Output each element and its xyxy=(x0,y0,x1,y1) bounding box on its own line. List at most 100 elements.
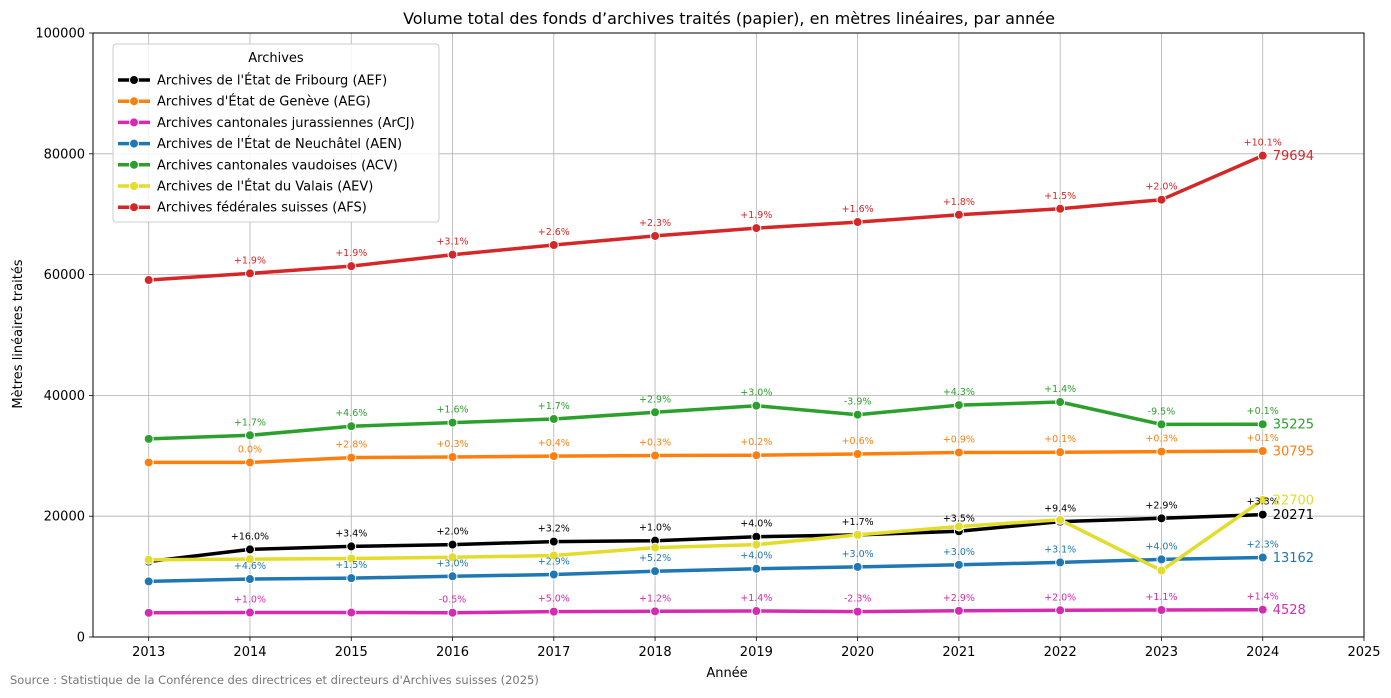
percent-change-label: +4.6% xyxy=(335,408,367,419)
x-tick-label: 2023 xyxy=(1145,645,1178,660)
y-axis-label: Mètres linéaires traités xyxy=(11,259,26,408)
percent-change-label: +10.1% xyxy=(1244,138,1282,149)
percent-change-label: +9.4% xyxy=(1044,504,1076,515)
x-tick-label: 2019 xyxy=(740,645,773,660)
data-point xyxy=(244,607,255,618)
y-tick-label: 0 xyxy=(77,631,85,646)
data-point xyxy=(650,606,661,617)
data-point xyxy=(751,400,762,411)
x-tick-label: 2022 xyxy=(1044,645,1077,660)
data-point xyxy=(346,553,357,564)
legend-item: Archives de l'État du Valais (AEV) xyxy=(118,179,373,195)
percent-change-label: +5.0% xyxy=(538,594,570,605)
end-value-label: 79694 xyxy=(1273,149,1314,164)
data-point xyxy=(346,421,357,432)
data-point xyxy=(650,407,661,418)
percent-change-label: +0.2% xyxy=(740,437,772,448)
percent-change-label: +1.9% xyxy=(335,248,367,259)
data-point xyxy=(953,605,964,616)
data-point xyxy=(751,563,762,574)
data-point xyxy=(751,450,762,461)
percent-change-label: +3.1% xyxy=(436,237,468,248)
data-point xyxy=(447,539,458,550)
series-line-archives-f-d-rales-suisses-afs- xyxy=(146,153,1265,282)
x-tick-label: 2013 xyxy=(132,645,165,660)
series-line-archives-de-l-tat-du-valais-aev- xyxy=(146,498,1265,573)
percent-change-label: +0.6% xyxy=(842,436,874,447)
data-point xyxy=(751,606,762,617)
end-value-label: 22700 xyxy=(1273,493,1314,508)
data-point xyxy=(143,607,154,618)
legend-item: Archives de l'État de Fribourg (AEF) xyxy=(118,73,387,89)
percent-change-label: +0.3% xyxy=(639,437,671,448)
data-point xyxy=(1257,494,1268,505)
percent-change-label: +16.0% xyxy=(231,531,269,542)
percent-change-label: +4.3% xyxy=(943,387,975,398)
percent-change-label: +2.0% xyxy=(1044,592,1076,603)
data-point xyxy=(751,223,762,234)
x-axis-label: Année xyxy=(706,666,747,681)
data-point xyxy=(548,451,559,462)
series-line-archives-d-tat-de-gen-ve-aeg- xyxy=(146,449,1265,465)
series-line-archives-cantonales-jurassiennes-arcj- xyxy=(146,607,1265,615)
data-point xyxy=(953,209,964,220)
legend-swatch-marker xyxy=(129,75,139,85)
legend-label: Archives fédérales suisses (AFS) xyxy=(157,201,367,216)
percent-change-label: +1.9% xyxy=(234,255,266,266)
data-point xyxy=(1156,446,1167,457)
percent-change-label: +1.7% xyxy=(842,517,874,528)
percent-change-label: +2.9% xyxy=(639,394,671,405)
legend-label: Archives de l'État de Neuchâtel (AEN) xyxy=(157,136,402,152)
data-point xyxy=(548,606,559,617)
data-point xyxy=(650,450,661,461)
percent-change-label: +2.9% xyxy=(943,593,975,604)
data-point xyxy=(548,413,559,424)
data-point xyxy=(244,544,255,555)
data-point xyxy=(1156,554,1167,565)
percent-change-label: +3.0% xyxy=(436,558,468,569)
data-point xyxy=(1055,557,1066,568)
percent-change-label: +1.0% xyxy=(639,523,671,534)
data-point xyxy=(953,447,964,458)
data-point xyxy=(548,569,559,580)
data-point xyxy=(1055,397,1066,408)
data-point xyxy=(852,561,863,572)
data-point xyxy=(143,554,154,565)
percent-change-label: +3.3% xyxy=(1247,497,1279,508)
end-value-label: 30795 xyxy=(1273,444,1314,459)
legend-label: Archives de l'État de Fribourg (AEF) xyxy=(157,73,387,89)
data-point xyxy=(1156,513,1167,524)
series-lines xyxy=(146,153,1265,615)
x-tick-label: 2014 xyxy=(233,645,266,660)
data-point xyxy=(244,574,255,585)
percent-change-label: +2.3% xyxy=(1247,540,1279,551)
percent-change-label: +0.3% xyxy=(436,439,468,450)
legend-item: Archives cantonales vaudoises (ACV) xyxy=(118,158,398,173)
percent-change-label: +3.5% xyxy=(943,513,975,524)
percent-change-label: +1.1% xyxy=(1145,592,1177,603)
data-point xyxy=(953,521,964,532)
percent-change-label: +3.0% xyxy=(842,549,874,560)
percent-change-label: +1.2% xyxy=(639,593,671,604)
data-point xyxy=(1055,203,1066,214)
data-point xyxy=(346,452,357,463)
chart-title: Volume total des fonds d’archives traité… xyxy=(403,9,1055,28)
data-point xyxy=(447,249,458,260)
legend-swatch-marker xyxy=(129,117,139,128)
percent-change-label: +1.6% xyxy=(842,204,874,215)
legend-label: Archives cantonales jurassiennes (ArCJ) xyxy=(157,116,415,131)
percent-change-label: +2.6% xyxy=(538,227,570,238)
data-point xyxy=(650,566,661,577)
data-point xyxy=(346,261,357,272)
data-point xyxy=(852,529,863,540)
legend-swatch-marker xyxy=(129,181,139,191)
data-point xyxy=(1156,419,1167,430)
data-point xyxy=(447,607,458,618)
data-point xyxy=(852,409,863,420)
data-point xyxy=(1156,605,1167,616)
data-point xyxy=(1156,194,1167,205)
legend-title: Archives xyxy=(248,51,304,66)
percent-change-label: +0.1% xyxy=(1247,433,1279,444)
percent-change-label: +0.9% xyxy=(943,434,975,445)
